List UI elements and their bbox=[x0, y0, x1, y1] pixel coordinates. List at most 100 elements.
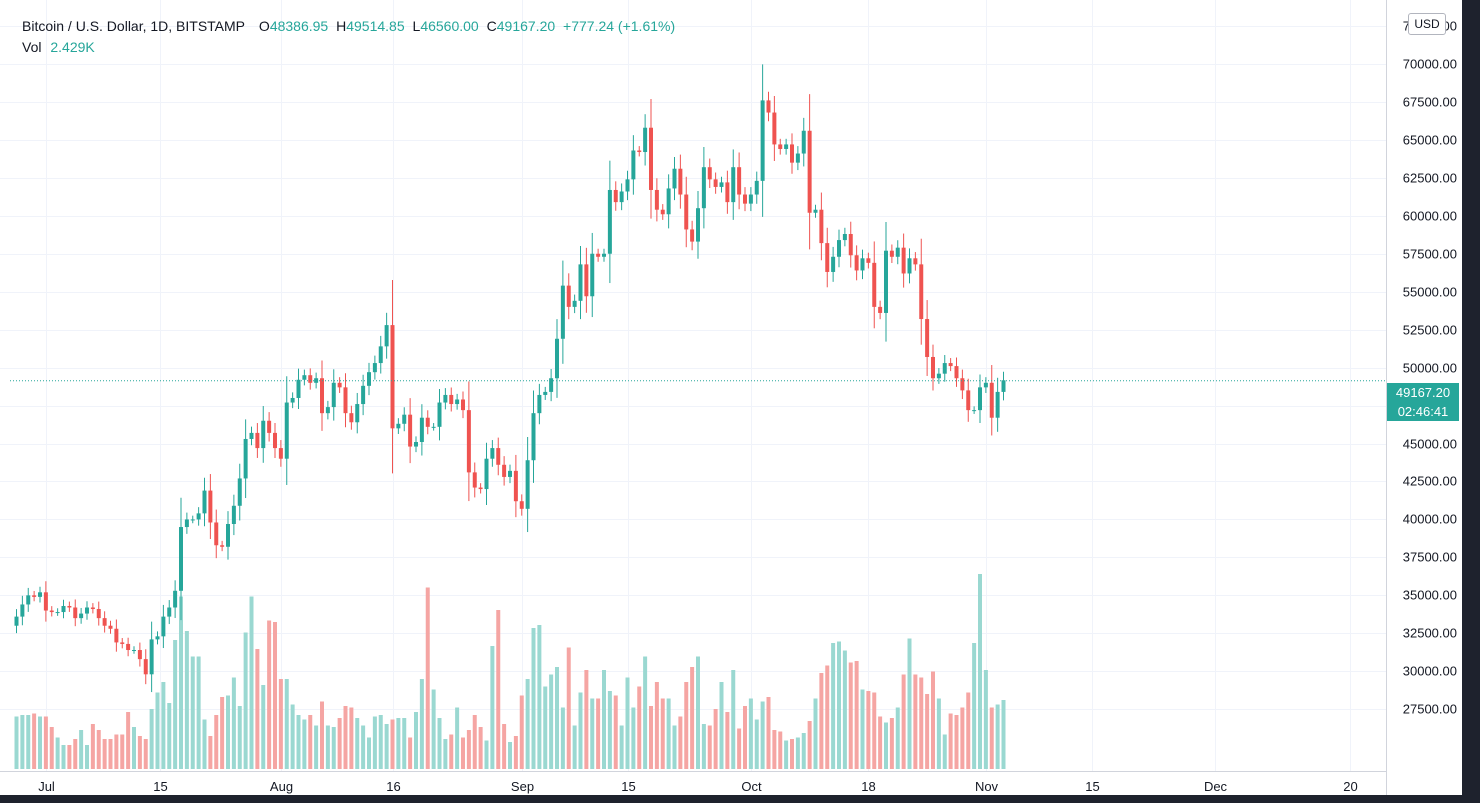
candle-body bbox=[813, 209, 818, 213]
volume-bar bbox=[202, 719, 207, 769]
volume-bar bbox=[607, 691, 612, 769]
time-axis-label: Nov bbox=[975, 779, 999, 794]
candle-body bbox=[466, 410, 471, 473]
volume-bar bbox=[431, 689, 436, 769]
candle-body bbox=[613, 189, 618, 203]
candle-body bbox=[425, 417, 430, 427]
volume-bar bbox=[531, 628, 536, 769]
candle-body bbox=[878, 306, 883, 313]
volume-bar bbox=[408, 737, 413, 769]
candle-body bbox=[102, 618, 107, 626]
candle-body bbox=[983, 382, 988, 388]
price-axis-label: 45000.00 bbox=[1403, 437, 1457, 452]
candle-body bbox=[126, 643, 131, 651]
candle-body bbox=[384, 325, 389, 347]
bottom-toolbar-edge bbox=[0, 795, 1480, 803]
volume-bar bbox=[672, 725, 677, 769]
close-value: 49167.20 bbox=[496, 18, 556, 34]
currency-button[interactable]: USD bbox=[1408, 13, 1446, 35]
volume-bar bbox=[284, 679, 289, 769]
volume-bar bbox=[748, 698, 753, 769]
volume-bar bbox=[766, 697, 771, 769]
candle-body bbox=[161, 616, 166, 637]
candle-body bbox=[519, 501, 524, 509]
volume-bar bbox=[337, 718, 342, 769]
volume-bar bbox=[26, 715, 31, 769]
candle-body bbox=[349, 413, 354, 423]
volume-bar bbox=[126, 712, 131, 769]
volume-bar bbox=[114, 734, 119, 769]
candle-body bbox=[701, 167, 706, 209]
candle-body bbox=[978, 387, 982, 411]
price-axis-label: 52500.00 bbox=[1403, 323, 1457, 338]
candle-body bbox=[649, 127, 653, 190]
low-label: L bbox=[412, 18, 421, 34]
candle-body bbox=[631, 150, 636, 180]
candle-body bbox=[784, 144, 789, 149]
price-axis-label: 42500.00 bbox=[1403, 474, 1457, 489]
volume-bar bbox=[302, 719, 307, 769]
volume-bar bbox=[790, 739, 794, 769]
candle-body bbox=[848, 234, 853, 256]
candle-body bbox=[590, 253, 595, 297]
volume-bar bbox=[61, 745, 66, 769]
candle-body bbox=[860, 258, 865, 271]
volume-bar bbox=[625, 677, 630, 769]
price-axis-label: 67500.00 bbox=[1403, 95, 1457, 110]
candle-body bbox=[226, 523, 230, 547]
volume-bar bbox=[361, 725, 366, 769]
volume-bar bbox=[807, 721, 812, 769]
volume-bar bbox=[519, 695, 524, 769]
volume-bar bbox=[320, 701, 324, 769]
volume-bar bbox=[484, 740, 489, 769]
candle-body bbox=[901, 247, 906, 274]
candle-body bbox=[513, 470, 518, 502]
volume-bar bbox=[649, 706, 653, 769]
volume-bar bbox=[49, 727, 54, 769]
volume-bar bbox=[889, 718, 894, 769]
volume-bar bbox=[155, 692, 160, 769]
candle-body bbox=[684, 194, 689, 230]
volume-bar bbox=[784, 740, 789, 769]
candle-body bbox=[90, 607, 95, 610]
candle-body bbox=[666, 188, 671, 215]
volume-bar bbox=[772, 730, 777, 769]
volume-bar bbox=[267, 620, 272, 769]
volume-bar bbox=[872, 692, 877, 769]
time-axis[interactable]: Jul 15 Aug 16 Sep 15 Oct 18 Nov 15 Dec 20 bbox=[38, 779, 1358, 794]
volume-bar bbox=[502, 724, 507, 769]
volume-bar bbox=[490, 646, 495, 769]
volume-bar bbox=[290, 704, 295, 769]
volume-bar bbox=[73, 739, 78, 769]
volume-bar bbox=[954, 715, 959, 769]
price-axis[interactable]: 27500.00 30000.00 32500.00 35000.00 37500.00… bbox=[1403, 19, 1457, 717]
candle-body bbox=[619, 191, 624, 203]
volume-bar bbox=[179, 596, 183, 769]
candle-body bbox=[273, 432, 277, 449]
price-axis-label: 70000.00 bbox=[1403, 57, 1457, 72]
volume-bar bbox=[149, 709, 154, 769]
price-axis-label: 57500.00 bbox=[1403, 247, 1457, 262]
volume-bar bbox=[555, 667, 559, 769]
candle-body bbox=[919, 264, 924, 320]
volume-bar bbox=[443, 739, 448, 769]
candle-body bbox=[825, 243, 830, 272]
price-axis-label: 60000.00 bbox=[1403, 209, 1457, 224]
volume-bar bbox=[367, 737, 371, 769]
candle-body bbox=[237, 478, 242, 506]
candle-body bbox=[414, 442, 418, 447]
candle-body bbox=[202, 490, 207, 514]
candle-body bbox=[496, 448, 501, 465]
candle-body bbox=[889, 250, 894, 257]
candle-body bbox=[725, 182, 730, 203]
symbol-title[interactable]: Bitcoin / U.S. Dollar, 1D, BITSTAMP bbox=[22, 18, 246, 34]
volume-bar bbox=[690, 667, 695, 769]
candle-body bbox=[396, 423, 401, 429]
volume-bar bbox=[237, 706, 242, 769]
candle-body bbox=[320, 378, 324, 414]
candle-body bbox=[1001, 380, 1006, 392]
volume-bar bbox=[508, 742, 512, 769]
volume-bar bbox=[372, 716, 377, 769]
candle-body bbox=[461, 399, 465, 411]
